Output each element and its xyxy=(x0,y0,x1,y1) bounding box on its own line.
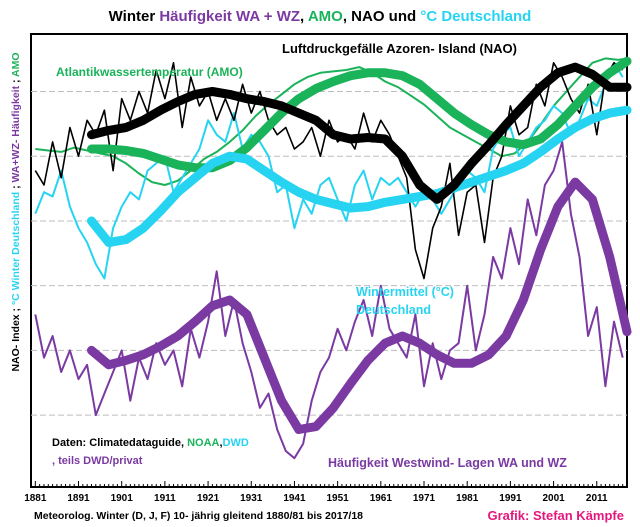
sources-line2: , teils DWD/privat xyxy=(52,455,143,467)
x-tick-label: 1881 xyxy=(24,493,47,504)
series-layer xyxy=(34,56,632,460)
x-tick-label: 1901 xyxy=(111,493,134,504)
x-tick-label: 1911 xyxy=(154,493,176,504)
footer-note: Meteorolog. Winter (D, J, F) 10- jährig … xyxy=(34,510,363,522)
x-tick-label: 1941 xyxy=(283,493,306,504)
text-part-2: , xyxy=(300,8,308,25)
text-part-4: , NAO und xyxy=(343,8,421,25)
y-axis-label: NAO- Index ; °C Winter Deutschland ; WA+… xyxy=(10,52,22,371)
ylabel-part-2: ; xyxy=(10,185,22,191)
x-tick-label: 1981 xyxy=(456,493,479,504)
x-tick-labels: 1881 1891 1901 1911 1921 1931 1941 1951 1961 1971… xyxy=(24,493,608,504)
footer-credit: Grafik: Stefan Kämpfe xyxy=(487,508,624,523)
ylabel-part-4: ; xyxy=(10,80,22,86)
text-part-0: Daten: Climatedataguide, xyxy=(52,437,187,449)
text-part-0: Winter xyxy=(109,8,160,25)
x-tick-label: 1971 xyxy=(413,493,436,504)
text-part-1: NOAA xyxy=(187,437,219,449)
label-wz: Häufigkeit Westwind- Lagen WA und WZ xyxy=(328,456,567,470)
ylabel-part-1: °C Winter Deutschland xyxy=(10,192,22,308)
text-part-2: , xyxy=(219,437,222,449)
x-tick-label: 1951 xyxy=(327,493,350,504)
ylabel-part-3: WA+WZ- Häufigkeit xyxy=(10,85,22,185)
text-part-0: , teils DWD/privat xyxy=(52,455,143,467)
label-temp-line2: Deutschland xyxy=(356,303,431,317)
series-nao-smoothed xyxy=(87,62,632,204)
series-nao-annual xyxy=(34,62,624,280)
series-wz-smoothed xyxy=(87,177,632,434)
x-tick-label: 1961 xyxy=(370,493,393,504)
x-tick-label: 1931 xyxy=(240,493,263,504)
series-amo-smoothed xyxy=(87,56,632,173)
x-tick-label: 1921 xyxy=(197,493,220,504)
text-part-3: DWD xyxy=(223,437,249,449)
ylabel-part-5: AMO xyxy=(10,52,22,79)
text-part-5: °C Deutschland xyxy=(420,8,531,25)
text-part-3: AMO xyxy=(308,8,343,25)
ylabel-part-0: NAO- Index ; xyxy=(10,308,22,372)
series-temp-smoothed xyxy=(87,105,632,247)
sources-line1: Daten: Climatedataguide, NOAA,DWD xyxy=(52,437,249,449)
chart-title: Winter Häufigkeit WA + WZ, AMO, NAO und … xyxy=(109,8,532,25)
series-wz-annual xyxy=(34,140,624,460)
x-tick-label: 2011 xyxy=(586,493,608,504)
x-tick-label: 1891 xyxy=(67,493,90,504)
x-tick-marks xyxy=(34,481,628,487)
text-part-1: Häufigkeit WA + WZ xyxy=(159,8,300,25)
x-tick-label: 1991 xyxy=(499,493,522,504)
label-nao: Luftdruckgefälle Azoren- Island (NAO) xyxy=(282,41,517,56)
x-tick-label: 2001 xyxy=(542,493,565,504)
label-amo: Atlantikwassertemperatur (AMO) xyxy=(56,65,243,79)
label-temp-line1: Wintermittel (°C) xyxy=(356,285,454,299)
